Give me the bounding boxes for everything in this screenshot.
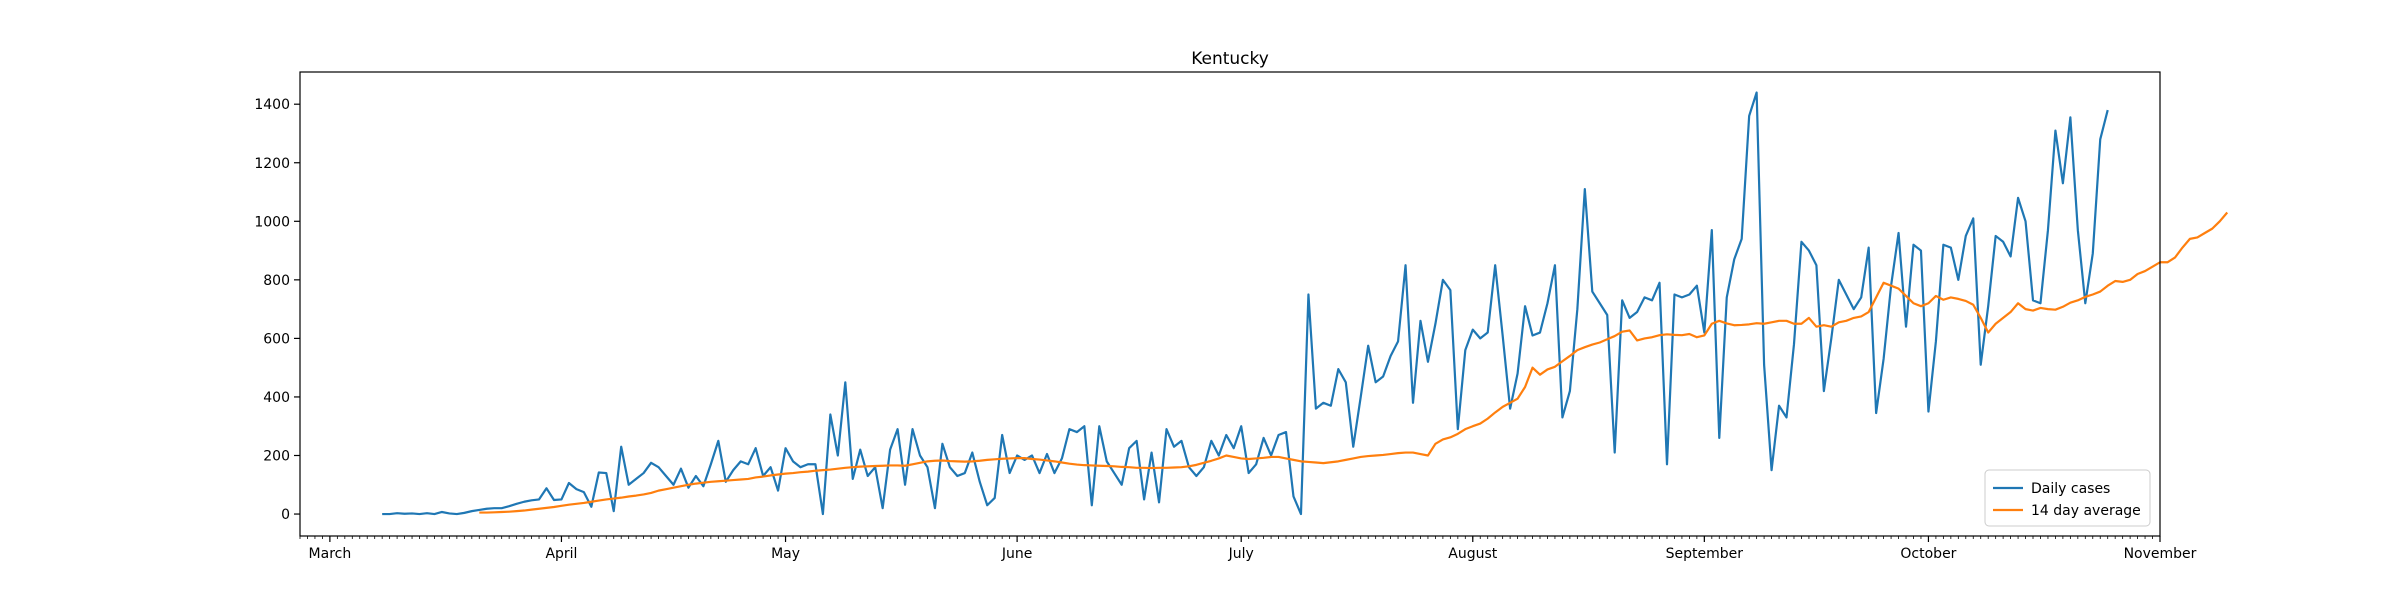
y-tick-label: 600 <box>263 331 290 347</box>
x-tick-label: September <box>1666 546 1744 562</box>
legend: Daily cases 14 day average <box>1984 469 2151 527</box>
y-tick-label: 800 <box>263 273 290 289</box>
y-tick-label: 1000 <box>254 214 290 230</box>
plot-area <box>382 91 2229 516</box>
legend-box <box>1984 469 2151 527</box>
legend-label: Daily cases <box>2031 481 2110 497</box>
x-tick-label: June <box>1001 546 1033 562</box>
y-tick-label: 400 <box>263 390 290 406</box>
average-line <box>479 211 2229 514</box>
x-tick-label: October <box>1900 546 1956 562</box>
plot-frame <box>299 71 2161 537</box>
x-tick-label: March <box>309 546 352 562</box>
y-tick-label: 200 <box>263 448 290 464</box>
x-tick-label: November <box>2124 546 2197 562</box>
x-tick-label: April <box>545 546 577 562</box>
legend-label: 14 day average <box>2031 503 2141 519</box>
x-tick-label: July <box>1228 546 1254 562</box>
y-tick-label: 0 <box>281 507 290 523</box>
x-tick-label: May <box>771 546 800 562</box>
y-tick-label: 1400 <box>254 97 290 113</box>
daily-cases-line <box>382 91 2109 516</box>
x-tick-label: August <box>1448 546 1498 562</box>
axes: 0 200 400 600 800 1000 1200 1400 March April May Ju… <box>254 71 2197 562</box>
chart-title: Kentucky <box>1191 49 1269 69</box>
y-tick-label: 1200 <box>254 156 290 172</box>
